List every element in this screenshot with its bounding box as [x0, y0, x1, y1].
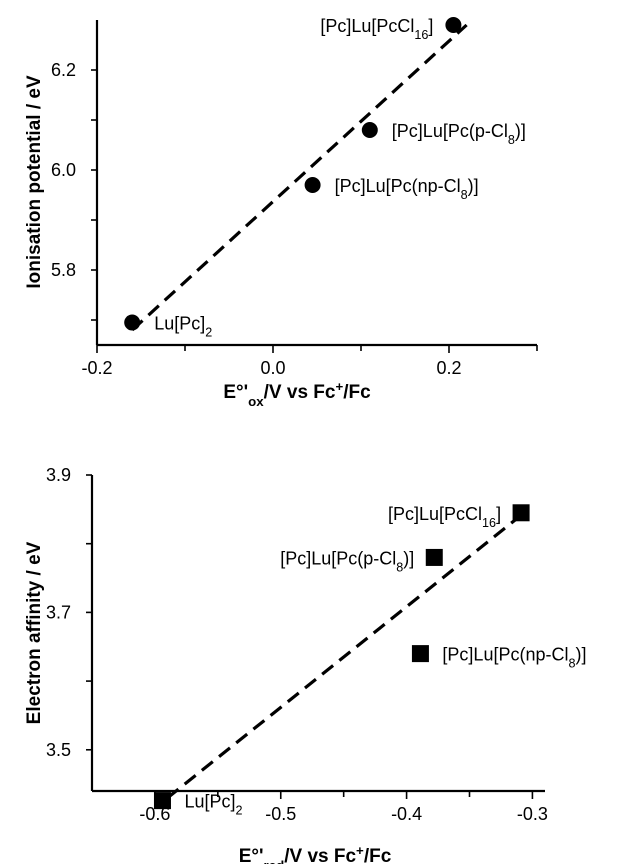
data-point-label-part: )]	[468, 176, 479, 196]
data-point-label: [Pc]Lu[PcCl16]	[388, 504, 501, 530]
data-point-label: [Pc]Lu[Pc(np-Cl8)]	[335, 176, 479, 202]
x-tick-label: 0.0	[260, 358, 285, 378]
data-point-label-part: ]	[496, 504, 501, 524]
data-point-label: Lu[Pc]2	[154, 314, 212, 340]
x-axis-title-part: E°'	[223, 382, 248, 403]
x-axis-title-part: red	[264, 858, 285, 864]
data-point-square	[411, 645, 429, 663]
x-axis-title-part: /Fc	[343, 382, 371, 403]
data-point-circle	[445, 17, 462, 33]
y-tick-label: 3.7	[46, 602, 71, 622]
data-point-circle	[361, 122, 378, 138]
data-point-label-part: [Pc]Lu[Pc(p-Cl	[392, 121, 508, 141]
data-point-label: [Pc]Lu[PcCl16]	[320, 16, 433, 42]
data-point-label-part: Lu[Pc]	[184, 792, 235, 812]
data-point-square	[425, 548, 443, 566]
data-point-circle	[124, 314, 141, 331]
x-tick-label: 0.2	[436, 358, 461, 378]
data-point-label-part: 8	[568, 657, 575, 671]
data-point-label-part: )]	[575, 645, 586, 665]
data-point-label: [Pc]Lu[Pc(p-Cl8)]	[280, 548, 414, 574]
data-point-label-part: 16	[482, 516, 496, 530]
x-axis-title: E°'ox/V vs Fc+/Fc	[223, 379, 371, 409]
y-tick-label: 5.8	[51, 260, 76, 280]
y-tick-label: 3.9	[46, 465, 71, 485]
data-point-label-part: )]	[515, 121, 526, 141]
x-axis-title-part: E°'	[239, 846, 264, 864]
x-axis-title-part: /Fc	[364, 846, 392, 864]
data-point-label-part: [Pc]Lu[Pc(np-Cl	[442, 645, 568, 665]
data-point-label-part: 8	[461, 188, 468, 202]
y-tick-label: 6.2	[51, 60, 76, 80]
y-tick-label: 3.5	[46, 740, 71, 760]
data-point-label-part: 2	[205, 326, 212, 340]
data-point-label-part: [Pc]Lu[PcCl	[388, 504, 482, 524]
x-tick-label: -0.3	[517, 804, 548, 824]
trend-line	[166, 514, 521, 800]
data-point-label-part: 16	[414, 28, 428, 42]
data-point-label: [Pc]Lu[Pc(p-Cl8)]	[392, 121, 526, 147]
data-point-label-part: [Pc]Lu[Pc(np-Cl	[335, 176, 461, 196]
x-axis-title-part: /V vs Fc	[284, 846, 356, 864]
data-point-label: [Pc]Lu[Pc(np-Cl8)]	[442, 645, 586, 671]
data-point-label-part: Lu[Pc]	[154, 314, 205, 334]
x-tick-label: -0.5	[265, 804, 296, 824]
x-axis-title-part: +	[335, 379, 343, 394]
data-point-square	[512, 504, 530, 522]
data-point-label-part: ]	[428, 16, 433, 36]
x-axis-title-part: +	[356, 843, 364, 858]
y-axis-title: Electron affinity / eV	[24, 541, 45, 724]
x-tick-label: -0.4	[391, 804, 422, 824]
x-axis-title: E°'red/V vs Fc+/Fc	[239, 843, 392, 864]
data-point-label-part: 2	[235, 804, 242, 818]
data-point-square	[153, 792, 171, 810]
data-point-circle	[304, 177, 321, 193]
data-point-label-part: [Pc]Lu[PcCl	[320, 16, 414, 36]
data-point-label-part: )]	[403, 548, 414, 568]
x-axis-title-part: /V vs Fc	[264, 382, 336, 403]
ionisation-potential-chart: -0.2 0.0 0.2 5.8 6.0 6.2 E°'ox/V vs Fc+/Fc Ioni…	[24, 16, 538, 409]
y-axis-title: Ionisation potential / eV	[24, 75, 45, 289]
data-point-label-part: 8	[396, 560, 403, 574]
x-axis-title-part: ox	[248, 394, 264, 409]
electron-affinity-chart: -0.6-0.5-0.4-0.33.53.73.9E°'red/V vs Fc+…	[24, 465, 586, 864]
x-tick-label: -0.2	[81, 358, 112, 378]
trend-line	[131, 23, 468, 332]
data-point-label-part: 8	[508, 133, 515, 147]
data-point-label-part: [Pc]Lu[Pc(p-Cl	[280, 548, 396, 568]
data-point-label: Lu[Pc]2	[184, 792, 242, 818]
y-tick-label: 6.0	[51, 160, 76, 180]
